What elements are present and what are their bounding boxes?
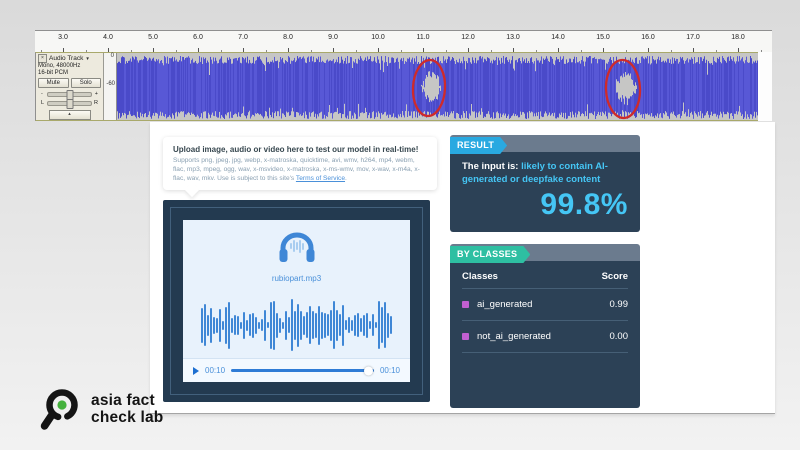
scale-0-label: 0: [110, 53, 114, 59]
logo-line1: asia fact: [91, 392, 155, 410]
pan-right-label: R: [94, 100, 98, 106]
timeline-ruler[interactable]: 3.0 4.0 5.0 6.0 7.0 8.0 9.0 10.0 11.0 12.0 13.0 14.…: [35, 30, 772, 53]
class-label: not_ai_generated: [477, 331, 551, 342]
audio-player-card: rubiopart.mp3 00:10 00:10: [163, 200, 430, 402]
upload-title: Upload image, audio or video here to tes…: [173, 145, 419, 154]
play-button[interactable]: [193, 366, 199, 375]
gain-plus-label: +: [94, 91, 98, 97]
classes-panel: BY CLASSES Classes Score ai_generated 0.…: [450, 244, 640, 408]
timeline-tick-label: 6.0: [193, 34, 203, 41]
track-collapse-button[interactable]: ▴: [48, 110, 91, 120]
result-badge: RESULT: [450, 137, 507, 154]
timeline-tick-label: 17.0: [686, 34, 700, 41]
waveform-area[interactable]: [117, 53, 760, 120]
result-panel-header: RESULT: [450, 135, 640, 152]
total-time: 00:10: [379, 366, 400, 375]
upload-subtitle: Supports png, jpeg, jpg, webp, x-matrosk…: [173, 157, 427, 184]
audacity-track-view: 3.0 4.0 5.0 6.0 7.0 8.0 9.0 10.0 11.0 12.0 13.0 14.…: [35, 30, 772, 121]
timeline-tick-label: 16.0: [641, 34, 655, 41]
vertical-scale-ruler: 0 -60: [104, 53, 117, 120]
gain-slider[interactable]: - +: [41, 90, 98, 100]
result-panel-body: The input is: likely to contain AI-gener…: [450, 152, 640, 232]
afcl-logo: asia fact check lab: [38, 386, 163, 434]
audio-filename: rubiopart.mp3: [271, 274, 322, 283]
gain-minus-label: -: [41, 91, 43, 97]
timeline-tick-label: 10.0: [371, 34, 385, 41]
score-column-header: Score: [601, 271, 628, 282]
audio-player-inner: rubiopart.mp3 00:10 00:10: [183, 220, 410, 382]
timeline-tick-label: 14.0: [551, 34, 565, 41]
table-row: not_ai_generated 0.00: [462, 321, 628, 353]
timeline-tick-label: 5.0: [148, 34, 158, 41]
pan-slider-thumb[interactable]: [66, 99, 73, 109]
chevron-down-icon[interactable]: ▼: [85, 56, 90, 61]
classes-badge: BY CLASSES: [450, 246, 530, 263]
track-title-menu[interactable]: Audio Track: [49, 55, 84, 62]
player-waveform: [183, 296, 410, 354]
classes-panel-body: Classes Score ai_generated 0.99 not_ai_g…: [450, 261, 640, 408]
pan-slider[interactable]: L R: [41, 99, 98, 109]
track-format-line1: Mono, 48000Hz: [38, 63, 81, 69]
headphones-wrap: [183, 230, 410, 268]
result-panel: RESULT The input is: likely to contain A…: [450, 135, 640, 232]
magnifier-icon: [40, 389, 78, 430]
audio-waveform: [117, 56, 760, 119]
solo-button[interactable]: Solo: [70, 78, 101, 88]
player-controls: 00:10 00:10: [183, 358, 410, 382]
timeline-tick-label: 7.0: [238, 34, 248, 41]
track-control-panel: × Audio Track ▼ Mono, 48000Hz 16-bit PCM…: [36, 53, 104, 120]
scale-60-label: -60: [106, 81, 115, 88]
logo-line2: check lab: [91, 409, 164, 426]
timeline-tick-label: 13.0: [506, 34, 520, 41]
classes-panel-header: BY CLASSES: [450, 244, 640, 261]
terms-of-service-link[interactable]: Terms of Service: [295, 174, 346, 182]
track-format-line2: 16-bit PCM: [38, 70, 69, 76]
sound-wave-motif: [289, 239, 304, 253]
audio-track: × Audio Track ▼ Mono, 48000Hz 16-bit PCM…: [35, 52, 760, 121]
current-time: 00:10: [205, 366, 226, 375]
class-score: 0.99: [609, 299, 629, 310]
class-score: 0.00: [609, 331, 629, 342]
progress-bar[interactable]: [231, 366, 374, 375]
classes-column-header: Classes: [462, 271, 498, 282]
timeline-tick-label: 15.0: [596, 34, 610, 41]
timeline-tick-label: 3.0: [58, 34, 68, 41]
upload-info-card: Upload image, audio or video here to tes…: [163, 137, 437, 190]
track-end-gap: [758, 52, 772, 121]
class-bullet-icon: [462, 301, 469, 308]
table-row: ai_generated 0.99: [462, 289, 628, 321]
upload-subtitle-period: .: [345, 174, 347, 182]
pan-left-label: L: [41, 100, 45, 106]
result-verdict: likely to contain AI-generated or deepfa…: [462, 161, 608, 186]
track-close-button[interactable]: ×: [38, 54, 47, 63]
timeline-tick-label: 12.0: [461, 34, 475, 41]
timeline-tick-label: 8.0: [283, 34, 293, 41]
timeline-tick-label: 4.0: [103, 34, 113, 41]
timeline-tick-label: 18.0: [731, 34, 745, 41]
progress-knob[interactable]: [363, 366, 373, 375]
result-prefix: The input is:: [462, 161, 522, 172]
result-score: 99.8%: [540, 187, 628, 221]
mute-button[interactable]: Mute: [38, 78, 69, 88]
timeline-tick-label: 11.0: [416, 34, 430, 41]
class-bullet-icon: [462, 333, 469, 340]
class-label: ai_generated: [477, 299, 533, 310]
timeline-tick-label: 9.0: [328, 34, 338, 41]
headphones-icon: [279, 232, 314, 262]
upload-formats-text: Supports png, jpeg, jpg, webp, x-matrosk…: [173, 157, 420, 182]
